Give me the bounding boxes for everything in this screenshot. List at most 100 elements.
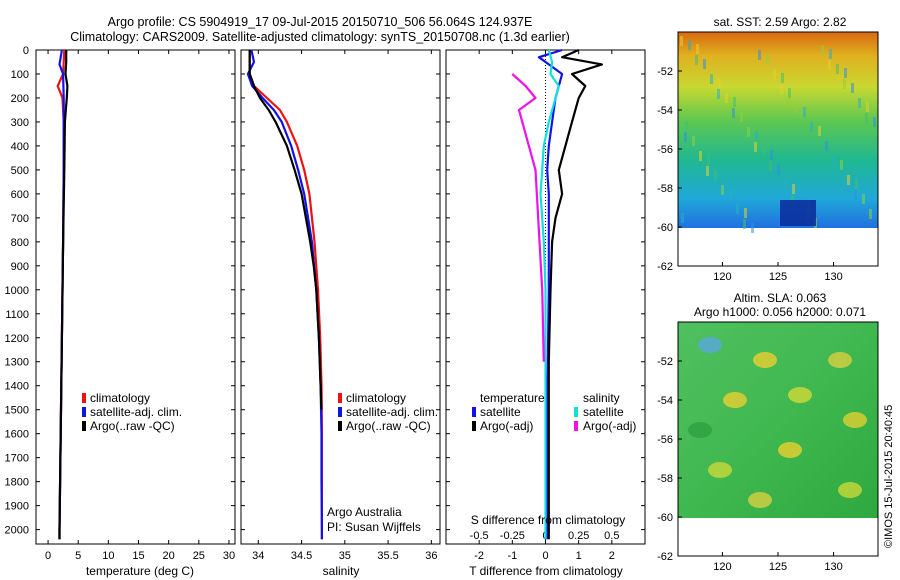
depth-tick-label: 1000 [5,285,29,297]
depth-tick-label: 1400 [5,381,29,393]
sst-texture-streak [770,150,773,160]
t-difference-xlabel: T difference from climatology [469,564,623,578]
sst-texture-streak [803,107,806,117]
sst-texture-streak [736,204,739,214]
salinity-panel: 34 34.5 35 35.5 36 [241,49,440,562]
sst-texture-streak [681,213,684,223]
sst-texture-streak [855,179,858,189]
legend-swatch-satellite-adj [82,407,86,417]
sst-texture-streak [810,122,813,132]
sst-texture [680,36,876,233]
sla-anomaly-blob [688,422,712,438]
sst-texture-streak [707,155,710,165]
x-tick-label: 20 [163,550,175,562]
sst-texture-streak [847,175,850,185]
sla-anomaly-blob [788,387,812,403]
sst-heatmap [678,32,878,228]
sst-texture-streak [858,98,861,108]
sst-texture-streak [710,74,713,84]
map-x-tick-label: 125 [769,271,787,283]
sst-texture-streak [755,131,758,141]
sst-map-axes: 120 125 130 -52 -54 -56 -58 -60 -62 [657,66,843,283]
sla-anomaly-blob [828,352,852,368]
series-line-satellite [539,49,560,540]
map-x-tick-label: 120 [713,561,731,573]
s-diff-tick-label: -0.25 [500,530,525,542]
sst-texture-streak [777,165,780,175]
sst-texture-streak [692,136,695,146]
depth-axis: 0 100 200 300 400 500 600 700 800 900 1000 1100 1200… [5,45,29,537]
sst-texture-streak [680,36,683,46]
sst-texture-streak [754,142,757,152]
sst-texture-streak [828,60,831,70]
legend-swatch-t-argo [472,421,476,431]
temperature-panel: 0 5 10 15 20 25 30 [36,49,235,562]
depth-tick-label: 400 [11,141,29,153]
x-tick-label: 0 [542,550,548,562]
depth-tick-label: 1700 [5,453,29,465]
sst-texture-streak [733,97,736,107]
sst-texture-streak [825,141,828,151]
sst-map-title: sat. SST: 2.59 Argo: 2.82 [714,15,847,29]
salinity-panel-frame [240,49,441,545]
sst-texture-streak [703,59,706,69]
sst-texture-streak [740,112,743,122]
legend-label: satellite [480,405,521,419]
legend-swatch-satellite-adj [338,407,342,417]
legend-label: Argo(..raw -QC) [90,419,175,433]
legend-label: climatology [346,391,406,405]
x-tick-label: 30 [223,550,235,562]
figure-title-line1: Argo profile: CS 5904919_17 09-Jul-2015 … [108,15,533,29]
sst-texture-streak [743,219,746,229]
sst-texture-streak [792,184,795,194]
x-tick-label: 35 [339,550,351,562]
x-tick-label: 2 [609,550,615,562]
sst-texture-streak [866,102,869,112]
map-y-tick-label: -60 [657,512,673,524]
sst-texture-streak [744,208,747,218]
sst-texture-streak [732,108,735,118]
legend-title-temperature: temperature [480,391,545,405]
map-y-tick-label: -52 [657,356,673,368]
difference-legend: temperature salinity satellite Argo(-adj… [472,391,636,433]
sla-anomaly-blob [698,337,722,353]
figure-title-line2: Climatology: CARS2009. Satellite-adjuste… [70,30,570,44]
sst-texture-streak [725,93,728,103]
sst-texture-streak [751,223,754,233]
sla-map-title-line1: Altim. SLA: 0.063 [734,291,827,305]
depth-tick-label: 700 [11,213,29,225]
x-tick-label: 5 [75,550,81,562]
legend-swatch-argo [338,421,342,431]
depth-tick-label: 1200 [5,333,29,345]
sst-texture-streak [829,49,832,59]
x-tick-label: 15 [132,550,144,562]
s-difference-xlabel: S difference from climatology [471,513,626,527]
map-x-tick-label: 120 [713,271,731,283]
legend-label: Argo(-adj) [480,419,533,433]
legend-swatch-s-argo [574,421,578,431]
sst-texture-streak [747,127,750,137]
sst-texture-streak [854,190,857,200]
sst-texture-streak [773,69,776,79]
legend-swatch-t-satellite [472,407,476,417]
map-x-tick-label: 130 [824,271,842,283]
sst-texture-streak [788,88,791,98]
depth-tick-label: 500 [11,165,29,177]
legend-swatch-climatology [82,393,86,403]
x-tick-label: 35.5 [377,550,398,562]
series-line-argo-raw-qc- [58,50,69,540]
imos-watermark: ©IMOS 15-Jul-2015 20:40:45 [883,405,895,548]
s-diff-tick-label: 0.25 [568,530,589,542]
sla-texture [688,337,867,508]
x-tick-label: 36 [425,550,437,562]
s-diff-tick-label: 0.5 [604,530,619,542]
sst-texture-streak [781,73,784,83]
sst-texture-streak [685,121,688,131]
series-line-climatology [248,50,323,540]
depth-tick-label: 1900 [5,501,29,513]
sst-texture-streak [840,160,843,170]
map-y-tick-label: -56 [657,144,673,156]
legend-label: Argo(-adj) [583,419,636,433]
sst-texture-streak [832,156,835,166]
